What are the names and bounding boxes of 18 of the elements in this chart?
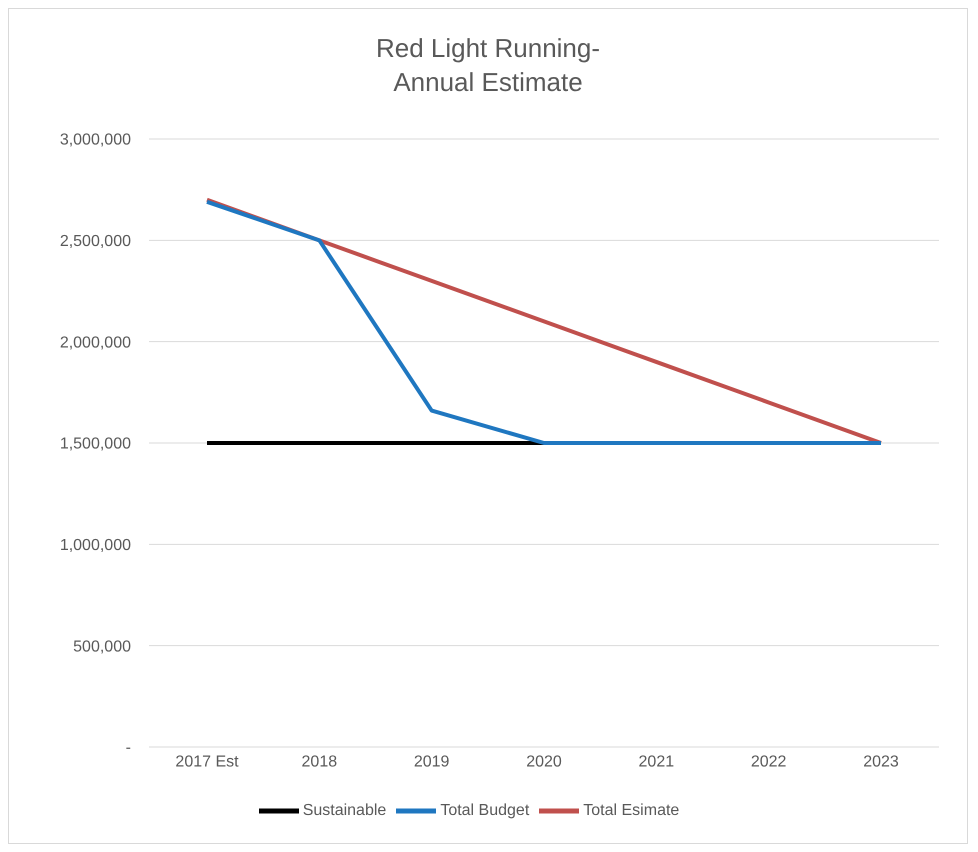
x-tick-label: 2021 bbox=[638, 753, 674, 770]
legend-label: Total Esimate bbox=[583, 802, 680, 820]
legend-label: Sustainable bbox=[302, 802, 386, 820]
legend-label: Total Budget bbox=[440, 802, 530, 820]
x-tick-label: 2023 bbox=[863, 753, 899, 770]
y-tick-label: 3,000,000 bbox=[60, 132, 132, 149]
x-tick-label: 2020 bbox=[526, 753, 562, 770]
x-tick-label: 2019 bbox=[414, 753, 450, 770]
y-tick-label: 1,500,000 bbox=[60, 436, 132, 453]
y-tick-label: 1,000,000 bbox=[60, 537, 132, 554]
x-tick-label: 2017 Est bbox=[175, 753, 240, 770]
y-tick-label: - bbox=[126, 740, 131, 757]
chart-title: Red Light Running- Annual Estimate bbox=[374, 32, 602, 99]
y-tick-label: 2,000,000 bbox=[60, 334, 132, 352]
x-tick-label: 2022 bbox=[750, 753, 787, 770]
y-tick-label: 2,500,000 bbox=[60, 233, 132, 250]
y-tick-label: 500,000 bbox=[73, 638, 132, 656]
x-tick-label: 2018 bbox=[302, 753, 338, 770]
